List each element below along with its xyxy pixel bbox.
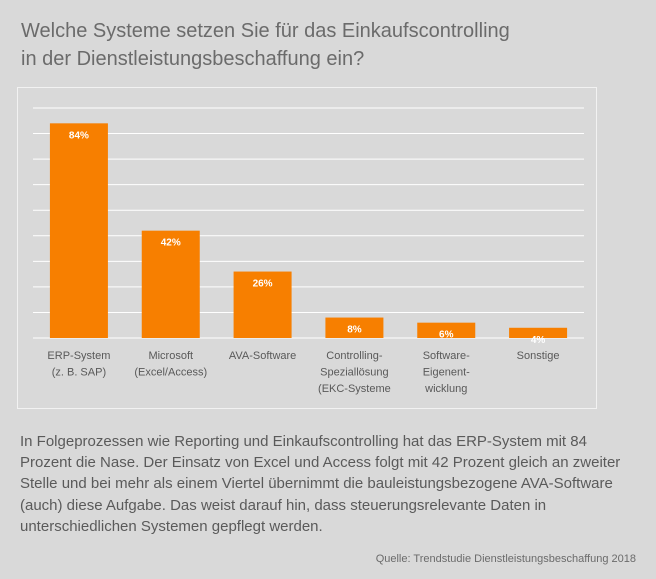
chart-area: 84% ERP-System (z. B. SAP) 42% Microsoft (Exc… [17, 87, 597, 409]
bar [325, 317, 384, 338]
bar [141, 230, 200, 338]
x-tick-label: (Excel/Access) [134, 367, 207, 379]
x-tick-label: Speziallösung [320, 367, 389, 379]
x-tick-label: (z. B. SAP) [52, 367, 106, 379]
bar [233, 271, 292, 338]
description-paragraph: In Folgeprozessen wie Reporting und Eink… [20, 433, 621, 535]
source-note: Quelle: Trendstudie Dienstleistungsbesch… [375, 553, 636, 565]
x-tick-label: Software- [423, 350, 470, 362]
x-tick-label: wicklung [424, 383, 467, 395]
data-label: 6% [439, 330, 454, 341]
data-label: 26% [253, 279, 273, 290]
x-tick-label: AVA-Software [229, 350, 296, 362]
x-tick-label: (EKC-Systeme [318, 383, 391, 395]
x-tick-label: Microsoft [148, 350, 193, 362]
data-label: 42% [161, 238, 181, 249]
chart-title-line-2: in der Dienstleistungsbeschaffung ein? [21, 48, 365, 70]
x-tick-label: Eigenent- [423, 367, 470, 379]
bar [509, 327, 568, 338]
chart-title-line-1: Welche Systeme setzen Sie für das Einkau… [21, 20, 510, 42]
x-tick-label: Controlling- [326, 350, 383, 362]
bar [49, 123, 108, 338]
data-label: 84% [69, 130, 89, 141]
data-label: 8% [347, 325, 362, 336]
data-label: 4% [531, 335, 546, 346]
chart-title: Welche Systeme setzen Sie für das Einkau… [21, 17, 621, 73]
x-tick-label: Sonstige [517, 350, 560, 362]
bar-chart: 84% ERP-System (z. B. SAP) 42% Microsoft (Exc… [33, 107, 584, 395]
x-tick-label: ERP-System [47, 350, 110, 362]
bar [417, 322, 476, 338]
